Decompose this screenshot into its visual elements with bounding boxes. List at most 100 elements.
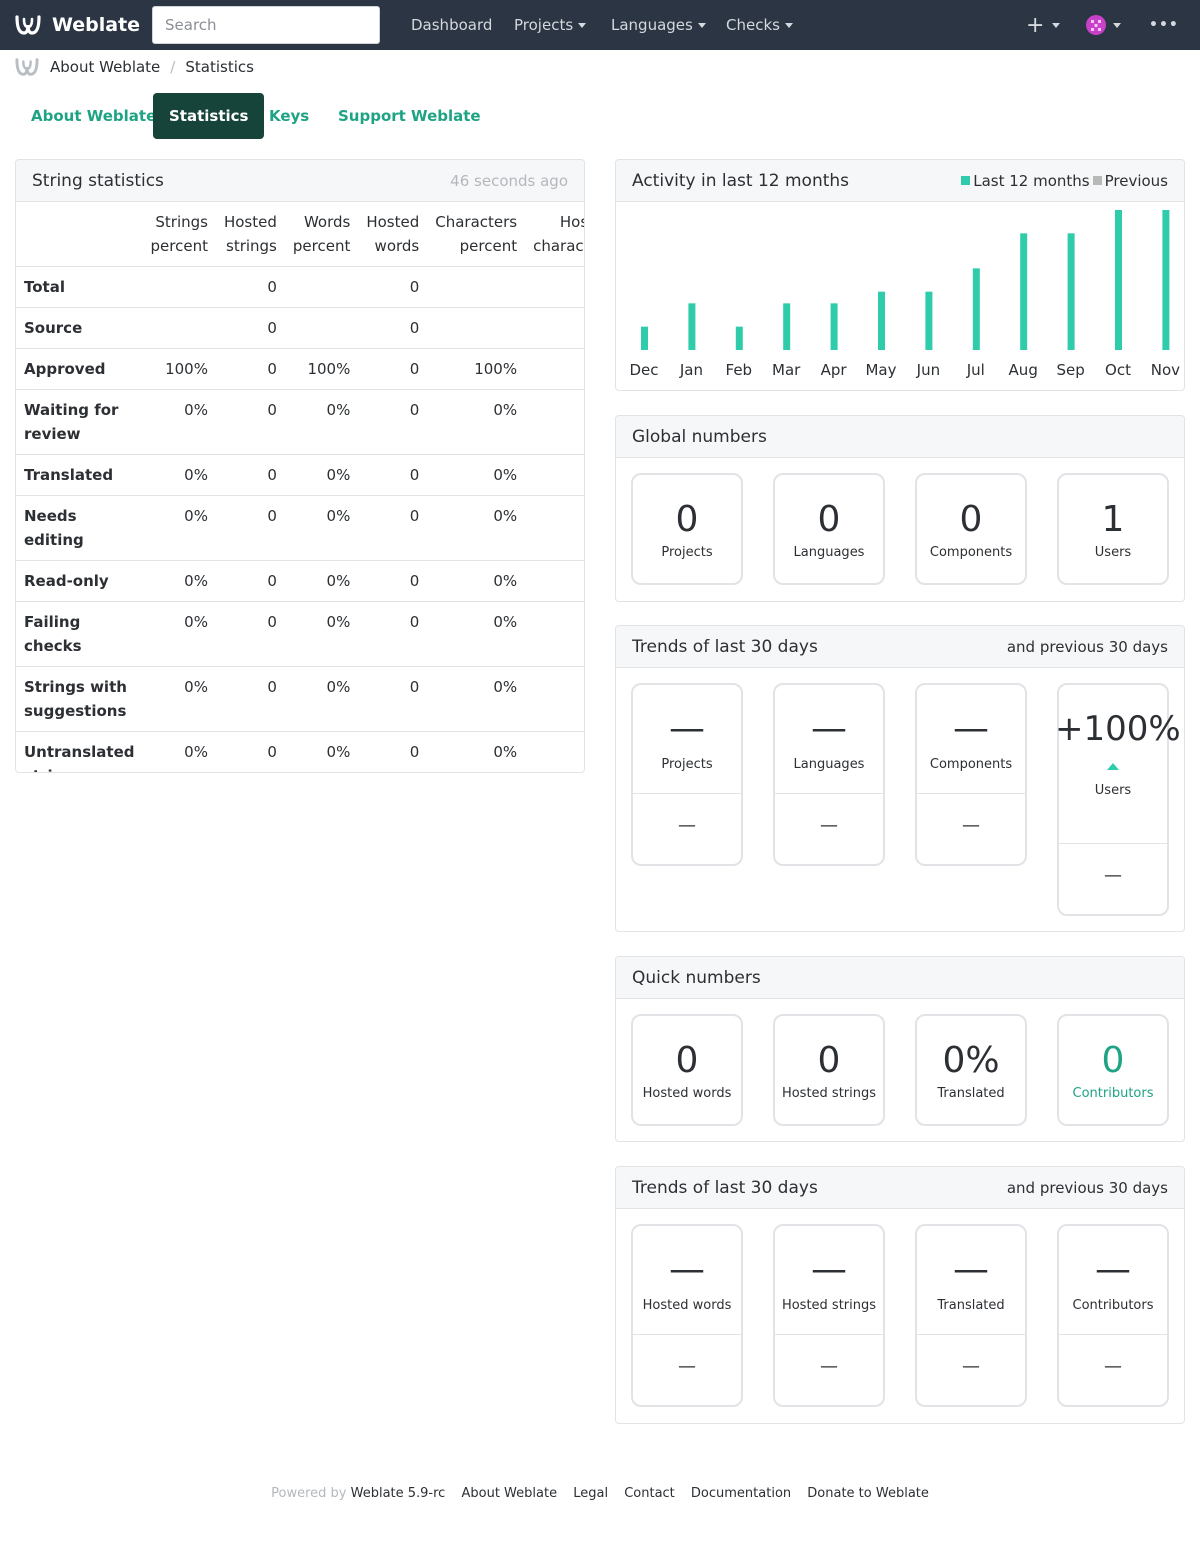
footer-link-legal[interactable]: Legal — [573, 1486, 609, 1501]
trend-tile-contributors[interactable]: — Contributors — — [1057, 1224, 1169, 1407]
table-cell — [284, 266, 359, 308]
plus-icon: + — [1026, 12, 1045, 38]
activity-header: Activity in last 12 months Last 12 month… — [616, 160, 1184, 202]
caret-down-icon — [784, 23, 793, 28]
metric-tile-components[interactable]: 0 Components — [915, 473, 1027, 585]
breadcrumb-statistics[interactable]: Statistics — [185, 58, 254, 76]
breadcrumb-about[interactable]: About Weblate — [50, 58, 161, 76]
table-cell: 0 — [215, 389, 285, 455]
table-cell: 0 — [358, 601, 428, 667]
nav-checks[interactable]: Checks — [726, 0, 793, 50]
trend-label: Contributors — [1072, 1298, 1154, 1313]
metric-tile-hosted-strings[interactable]: 0 Hosted strings — [773, 1014, 885, 1126]
table-cell: 0 — [215, 348, 285, 390]
trend-tile-users[interactable]: +100% Users — — [1055, 683, 1181, 916]
more-menu-button[interactable]: ••• — [1149, 0, 1179, 50]
string-statistics-title: String statistics — [32, 170, 164, 191]
table-cell: 0 — [525, 389, 584, 455]
metric-tile-hosted-words[interactable]: 0 Hosted words — [631, 1014, 743, 1126]
trend-tile-translated[interactable]: — Translated — — [915, 1224, 1027, 1407]
table-cell: 0 — [215, 495, 285, 561]
table-cell: 100% — [284, 348, 359, 390]
nav-languages-label: Languages — [611, 16, 693, 34]
metric-tile-contributors[interactable]: 0 Contributors — [1057, 1014, 1169, 1126]
table-cell — [142, 266, 216, 308]
column-header: Characters percent — [427, 202, 526, 267]
tab-keys[interactable]: Keys — [269, 107, 310, 125]
user-menu-button[interactable] — [1086, 0, 1121, 50]
table-cell: 0 — [358, 307, 428, 349]
table-header-empty — [16, 202, 143, 267]
trend-tile-hosted-words[interactable]: — Hosted words — — [631, 1224, 743, 1407]
metric-tile-projects[interactable]: 0 Projects — [631, 473, 743, 585]
footer-link-contact[interactable]: Contact — [624, 1486, 675, 1501]
trend-value: +100% — [1055, 709, 1181, 749]
nav-languages[interactable]: Languages — [611, 0, 706, 50]
trends-subtitle: and previous 30 days — [1006, 1178, 1168, 1197]
metric-label: Users — [1094, 545, 1132, 560]
x-tick-label: Jul — [966, 361, 985, 379]
table-cell — [284, 307, 359, 349]
table-cell: 0 — [525, 348, 584, 390]
table-cell: 0% — [284, 454, 359, 496]
table-cell — [427, 307, 526, 349]
table-cell: 0 — [215, 307, 285, 349]
trend-previous: — — [678, 815, 696, 836]
trend-tile-components[interactable]: — Components — — [915, 683, 1027, 866]
table-cell: 0 — [525, 266, 584, 308]
metric-label: Hosted words — [642, 1086, 732, 1101]
table-cell: 0% — [284, 601, 359, 667]
metric-value: 0 — [959, 499, 983, 540]
table-cell: 0 — [215, 454, 285, 496]
trend-tile-languages[interactable]: — Languages — — [773, 683, 885, 866]
brand-link[interactable]: Weblate — [14, 11, 140, 39]
nav-dashboard[interactable]: Dashboard — [411, 0, 492, 50]
string-statistics-card: String statistics 46 seconds ago Strings… — [15, 159, 585, 773]
ellipsis-icon: ••• — [1149, 17, 1179, 33]
metric-tile-translated[interactable]: 0% Translated — [915, 1014, 1027, 1126]
search-input[interactable] — [152, 6, 380, 44]
trend-previous: — — [820, 815, 838, 836]
metric-tile-users[interactable]: 1 Users — [1057, 473, 1169, 585]
global-numbers-title: Global numbers — [632, 426, 767, 447]
metric-tile-languages[interactable]: 0 Languages — [773, 473, 885, 585]
column-header-line: Hosted — [559, 213, 584, 231]
nav-dashboard-label: Dashboard — [411, 16, 493, 34]
nav-projects[interactable]: Projects — [514, 0, 587, 50]
trend-tile-hosted-strings[interactable]: — Hosted strings — — [773, 1224, 885, 1407]
table-cell: 0% — [142, 389, 216, 455]
trend-label: Translated — [937, 1298, 1005, 1313]
table-cell: 0 — [358, 731, 428, 772]
tab-statistics[interactable]: Statistics — [153, 93, 265, 139]
table-cell: 0% — [427, 560, 526, 602]
table-cell: 0 — [525, 601, 584, 667]
trend-previous: — — [1104, 1356, 1122, 1377]
footer-link-documentation[interactable]: Documentation — [690, 1486, 792, 1501]
trend-tile-projects[interactable]: — Projects — — [631, 683, 743, 866]
table-cell: 0% — [284, 495, 359, 561]
bar-nov — [1162, 210, 1170, 350]
row-label: Translated — [16, 454, 143, 496]
trend-value: — — [669, 1249, 705, 1290]
table-cell: 0% — [427, 666, 526, 732]
table-cell: 0 — [525, 454, 584, 496]
footer-link-donate[interactable]: Donate to Weblate — [807, 1486, 929, 1501]
trend-previous: — — [678, 1356, 696, 1377]
footer-version-link[interactable]: Weblate 5.9-rc — [350, 1486, 446, 1501]
table-cell: 0 — [525, 495, 584, 561]
row-label: Waiting for review — [16, 389, 143, 455]
add-menu-button[interactable]: + — [1026, 0, 1061, 50]
footer-link-about[interactable]: About Weblate — [461, 1486, 558, 1501]
nav-checks-label: Checks — [726, 16, 780, 34]
table-cell: 0% — [427, 731, 526, 772]
row-label: Strings with suggestions — [16, 666, 143, 732]
x-tick-label: Jun — [916, 361, 940, 379]
x-tick-label: Sep — [1056, 361, 1084, 379]
tab-support[interactable]: Support Weblate — [338, 107, 481, 125]
table-cell: 0 — [215, 666, 285, 732]
column-header-line: Words — [303, 213, 351, 231]
table-row: Source 0 0 0 — [16, 307, 584, 349]
tile-divider — [633, 793, 741, 794]
tab-about[interactable]: About Weblate — [31, 107, 157, 125]
